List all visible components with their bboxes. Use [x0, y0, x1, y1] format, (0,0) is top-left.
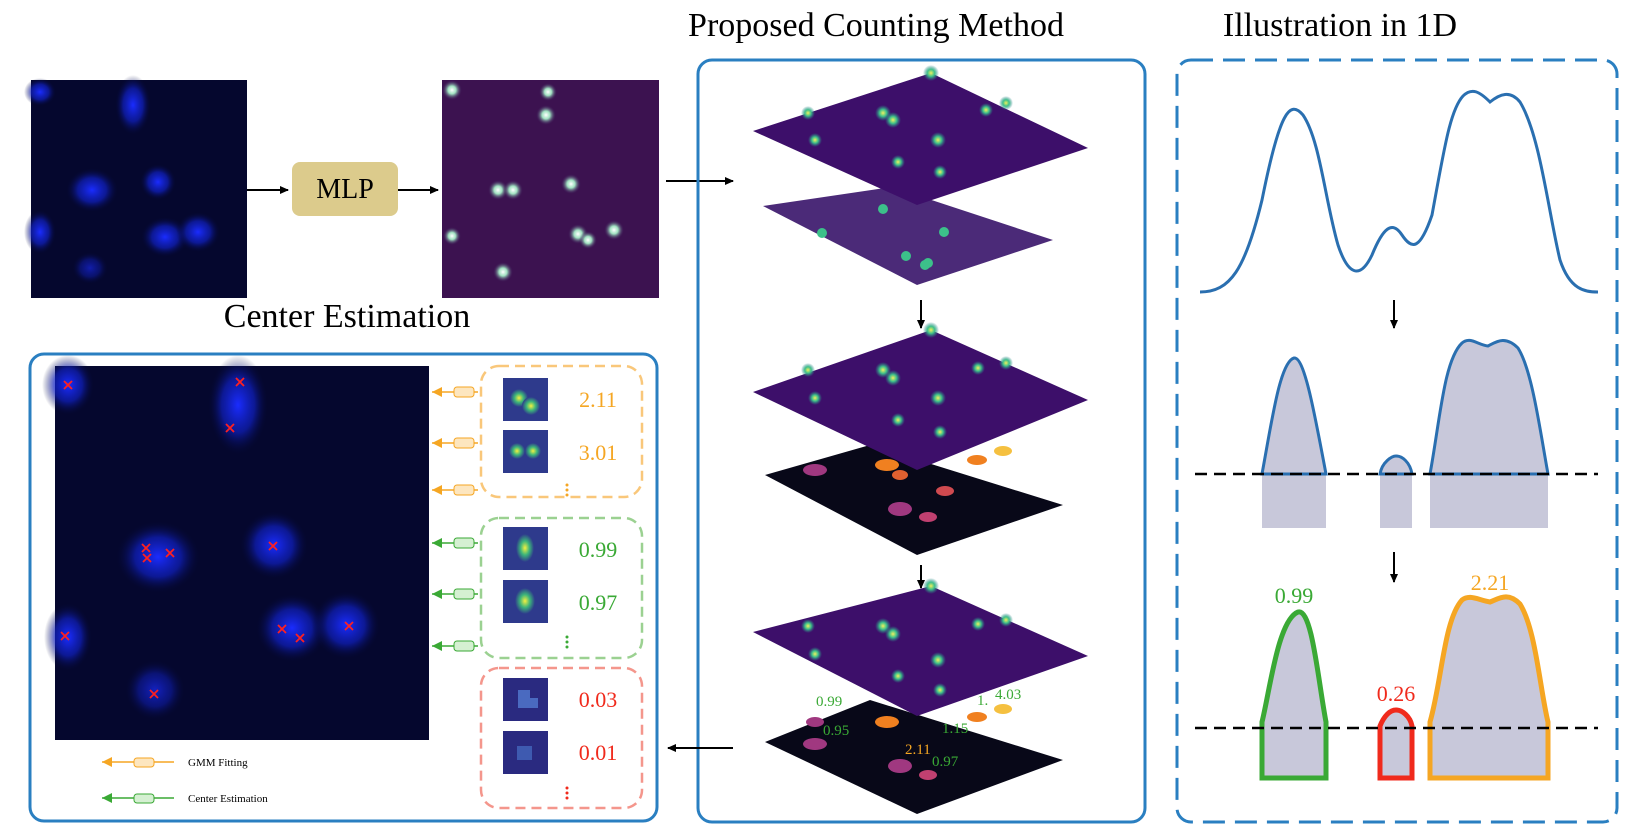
surface-stage-3: 0.99 0.95 1.15 0.97 1. 4.03 2.11	[753, 578, 1088, 814]
center-estimation-title: Center Estimation	[224, 298, 470, 335]
legend-center-estimation: Center Estimation	[102, 793, 268, 805]
mlp-label: MLP	[316, 174, 374, 205]
illustration-title: Illustration in 1D	[1223, 7, 1457, 44]
surface-label-green-6: 4.03	[995, 687, 1021, 703]
surface-label-green-1: 0.99	[816, 694, 842, 710]
counted-1d: 0.99 0.26 2.21	[1195, 570, 1598, 781]
green-value-1: 0.99	[579, 537, 618, 562]
input-image	[24, 75, 247, 298]
illustration-value-middle: 0.26	[1377, 681, 1416, 706]
illustration-panel	[1175, 58, 1619, 824]
orange-value-2: 3.01	[579, 440, 618, 465]
surface-label-green-5: 1.	[977, 693, 988, 709]
green-connectors	[432, 537, 478, 652]
surface-stage-2	[753, 322, 1088, 555]
proposed-method-title: Proposed Counting Method	[688, 7, 1064, 44]
red-value-2: 0.01	[579, 740, 618, 765]
surface-stage-1	[753, 65, 1088, 285]
center-estimation-image	[42, 355, 429, 740]
legend-gmm-label: GMM Fitting	[188, 757, 248, 769]
surface-label-green-2: 0.95	[823, 723, 849, 739]
surface-label-green-3: 1.15	[942, 721, 968, 737]
surface-label-green-4: 0.97	[932, 754, 959, 770]
red-count-box: 0.03 0.01	[479, 666, 644, 810]
illustration-value-left: 0.99	[1275, 583, 1314, 608]
red-value-1: 0.03	[579, 687, 618, 712]
orange-count-box: 2.11 3.01	[479, 364, 644, 499]
proposed-method-panel	[696, 58, 1147, 824]
surface-label-orange-1: 2.11	[905, 742, 931, 758]
illustration-value-right: 2.21	[1471, 570, 1510, 595]
green-count-box: 0.99 0.97	[479, 516, 644, 660]
orange-value-1: 2.11	[579, 387, 617, 412]
legend-gmm-fitting: GMM Fitting	[102, 757, 248, 769]
original-1d-curve	[1199, 89, 1599, 294]
center-estimation-panel	[28, 352, 659, 823]
mlp-block: MLP	[292, 162, 398, 216]
green-value-2: 0.97	[579, 590, 618, 615]
legend-center-label: Center Estimation	[188, 793, 268, 805]
density-map-image	[442, 80, 659, 298]
thresholded-1d	[1195, 338, 1598, 528]
orange-connectors	[432, 386, 478, 496]
